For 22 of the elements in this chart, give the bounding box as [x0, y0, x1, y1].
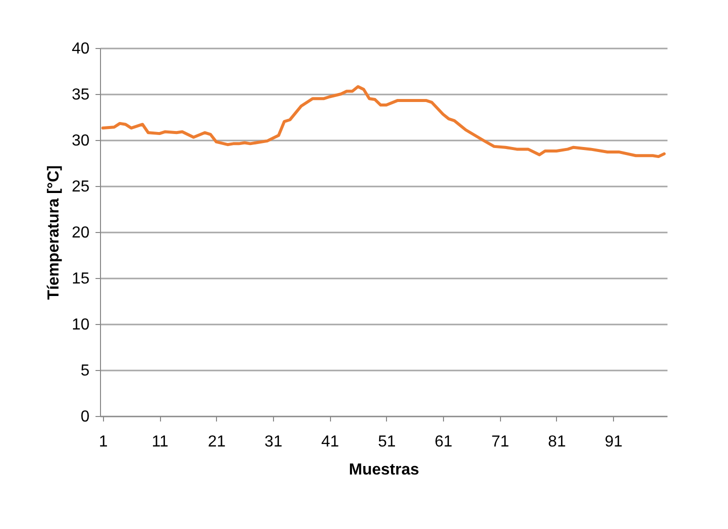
x-tick-label: 21: [208, 434, 226, 450]
x-tick-label: 71: [491, 434, 510, 450]
y-tick-label: 0: [80, 408, 90, 426]
x-tick-label: 51: [378, 434, 396, 450]
x-axis-title: Muestras: [348, 462, 420, 478]
x-tick-label: 41: [321, 434, 340, 450]
x-tick-label: 11: [152, 434, 168, 450]
x-tick-label: 1: [98, 434, 108, 450]
x-tick-label: 61: [434, 434, 453, 450]
y-tick-label: 10: [72, 316, 90, 334]
x-tick-label: 91: [604, 434, 623, 450]
y-axis-title: Tíemperatura [°C]: [46, 165, 63, 300]
y-tick-label: 5: [80, 362, 90, 380]
x-tick-label: 81: [548, 434, 566, 450]
y-tick-label: 40: [72, 40, 90, 58]
y-tick-label: 15: [72, 270, 90, 288]
line-series: [101, 85, 666, 158]
y-tick-label: 20: [72, 224, 90, 242]
x-tick-label: 31: [264, 434, 282, 450]
y-tick-label: 35: [72, 86, 90, 104]
y-tick-label: 25: [72, 178, 90, 196]
y-tick-label: 30: [72, 132, 90, 150]
